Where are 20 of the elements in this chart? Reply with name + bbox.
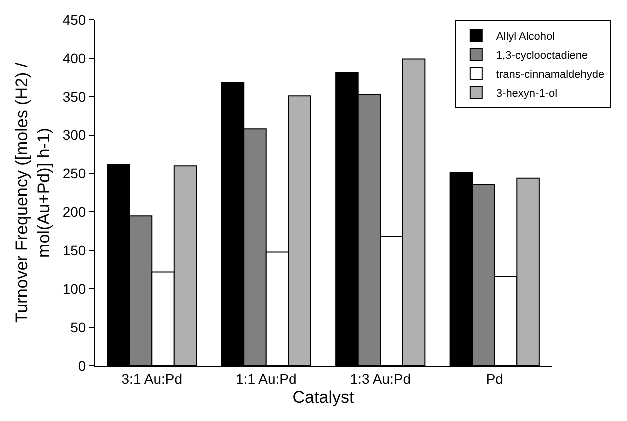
x-tick-label: 1:3 Au:Pd [350,370,411,387]
y-tick-label: 350 [62,88,86,105]
y-tick-label: 50 [70,319,86,336]
legend-label: 1,3-cyclooctadiene [496,50,588,62]
legend-label: Allyl Alcohol [496,30,556,43]
y-tick-label: 400 [62,50,86,66]
legend-label: 3-hexyn-1-ol [496,88,558,100]
x-tick-label: 3:1 Au:Pd [122,370,182,387]
y-tick-label: 150 [62,242,86,259]
y-tick-label: 450 [62,12,86,28]
y-tick-label: 250 [62,166,86,182]
y-tick-label: 0 [78,358,86,374]
y-tick-label: 300 [62,127,86,144]
y-axis-title: Turnover Frequency ([moles (H2) / mol(Au+Pd)] h-1) [12,62,54,324]
legend-label: trans-cinnamaldehyde [496,68,605,81]
x-tick-label: Pd [486,370,504,387]
x-tick-label: 1:1 Au:Pd [236,370,297,387]
x-axis-title: Catalyst [292,388,354,408]
y-tick-label: 200 [62,204,86,220]
y-tick-label: 100 [62,281,86,298]
